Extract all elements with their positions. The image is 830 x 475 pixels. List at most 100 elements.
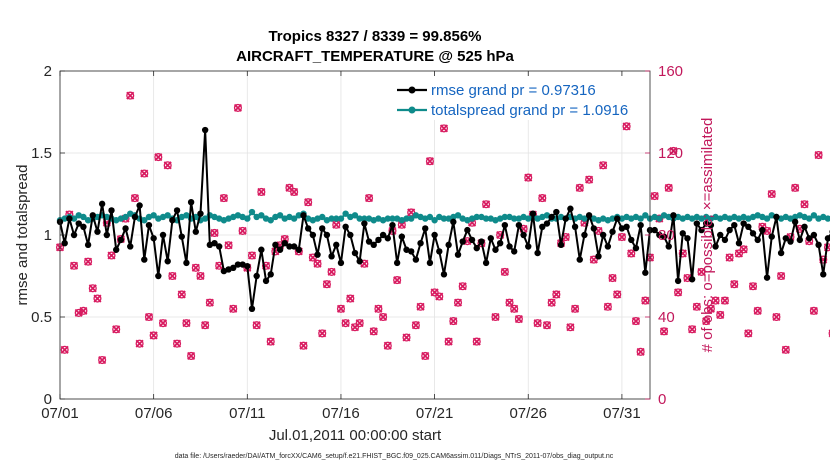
obs-assimilated-cross bbox=[84, 257, 93, 266]
obs-count-marker bbox=[566, 323, 575, 332]
rmse-point bbox=[84, 241, 92, 249]
totalspread-point bbox=[407, 215, 415, 222]
obs-count-marker bbox=[449, 317, 458, 326]
rmse-point bbox=[272, 241, 279, 249]
x-tick-label: 07/31 bbox=[603, 405, 641, 422]
obs-possible-circle bbox=[744, 329, 753, 338]
rmse-point bbox=[478, 238, 485, 245]
rmse-point bbox=[66, 215, 73, 222]
obs-possible-circle bbox=[692, 302, 701, 311]
rmse-point bbox=[351, 249, 359, 257]
rmse-point bbox=[735, 240, 743, 247]
rmse-point bbox=[450, 218, 457, 226]
rmse-point bbox=[155, 272, 162, 280]
obs-possible-circle bbox=[168, 271, 177, 281]
obs-possible-circle bbox=[201, 321, 210, 330]
rmse-point bbox=[670, 212, 677, 219]
totalspread-point bbox=[501, 213, 509, 221]
obs-count-marker bbox=[210, 228, 219, 238]
totalspread-point bbox=[80, 213, 87, 221]
totalspread-point bbox=[806, 215, 813, 222]
obs-assimilated-cross bbox=[716, 310, 725, 319]
rmse-point bbox=[632, 244, 640, 252]
rmse-point bbox=[230, 264, 237, 271]
rmse-point bbox=[337, 259, 345, 267]
obs-assimilated-cross bbox=[753, 306, 762, 315]
rmse-point bbox=[801, 223, 808, 230]
y-right-tick-label: 0 bbox=[658, 391, 666, 408]
rmse-point bbox=[576, 256, 583, 263]
obs-assimilated-cross bbox=[257, 187, 266, 196]
rmse-point bbox=[122, 225, 129, 232]
totalspread-point bbox=[351, 212, 359, 219]
rmse-point bbox=[192, 228, 199, 235]
obs-count-marker bbox=[247, 251, 257, 260]
obs-assimilated-cross bbox=[210, 228, 219, 237]
obs-assimilated-cross bbox=[800, 200, 809, 209]
obs-possible-circle bbox=[154, 153, 163, 162]
rmse-point bbox=[543, 220, 551, 227]
rmse-point bbox=[520, 231, 527, 239]
obs-assimilated-cross bbox=[725, 253, 734, 262]
obs-count-marker bbox=[706, 304, 715, 313]
obs-possible-circle bbox=[425, 157, 434, 166]
obs-possible-circle bbox=[229, 304, 238, 313]
obs-assimilated-cross bbox=[599, 161, 608, 170]
obs-possible-circle bbox=[575, 183, 584, 192]
obs-possible-circle bbox=[173, 339, 182, 348]
obs-assimilated-cross bbox=[266, 337, 275, 346]
obs-assimilated-cross bbox=[341, 319, 350, 328]
rmse-point bbox=[309, 231, 317, 239]
rmse-point bbox=[595, 253, 602, 260]
obs-assimilated-cross bbox=[739, 245, 748, 254]
y-left-tick-label: 0 bbox=[44, 391, 52, 408]
obs-possible-circle bbox=[402, 333, 411, 342]
obs-assimilated-cross bbox=[809, 306, 818, 315]
obs-assimilated-cross bbox=[664, 183, 673, 192]
rmse-point bbox=[150, 235, 157, 242]
obs-assimilated-cross bbox=[720, 296, 729, 305]
obs-possible-circle bbox=[290, 187, 299, 197]
obs-assimilated-cross bbox=[154, 153, 163, 162]
totalspread-point bbox=[267, 217, 274, 224]
rmse-point bbox=[553, 208, 560, 216]
obs-possible-circle bbox=[767, 189, 776, 199]
obs-assimilated-cross bbox=[112, 325, 121, 334]
obs-count-marker bbox=[650, 192, 659, 201]
obs-possible-circle bbox=[453, 298, 463, 307]
obs-possible-circle bbox=[177, 290, 186, 299]
obs-count-marker bbox=[748, 282, 758, 291]
rmse-point bbox=[389, 221, 396, 229]
obs-assimilated-cross bbox=[201, 321, 210, 330]
obs-count-marker bbox=[149, 331, 158, 340]
obs-count-marker bbox=[158, 319, 168, 328]
obs-possible-circle bbox=[140, 169, 149, 178]
obs-possible-circle bbox=[627, 249, 636, 258]
obs-assimilated-cross bbox=[575, 183, 584, 192]
obs-possible-circle bbox=[266, 337, 275, 346]
totalspread-point bbox=[164, 212, 171, 219]
obs-count-marker bbox=[458, 282, 467, 291]
obs-possible-circle bbox=[674, 288, 683, 297]
obs-assimilated-cross bbox=[191, 263, 200, 272]
obs-count-marker bbox=[201, 321, 210, 330]
rmse-point bbox=[468, 236, 476, 244]
rmse-point bbox=[665, 243, 672, 250]
obs-assimilated-cross bbox=[510, 304, 519, 313]
obs-count-marker bbox=[313, 259, 322, 268]
obs-assimilated-cross bbox=[379, 312, 388, 322]
obs-possible-circle bbox=[772, 312, 781, 322]
rmse-point bbox=[548, 213, 555, 221]
rmse-point bbox=[80, 223, 87, 230]
obs-count-marker bbox=[505, 298, 514, 307]
obs-count-marker bbox=[669, 146, 678, 156]
obs-assimilated-cross bbox=[767, 189, 776, 199]
obs-possible-circle bbox=[730, 280, 739, 289]
rmse-point bbox=[820, 271, 827, 278]
rmse-point bbox=[660, 233, 668, 240]
rmse-point bbox=[534, 249, 541, 257]
rmse-point bbox=[61, 240, 68, 247]
obs-possible-circle bbox=[224, 241, 233, 250]
obs-possible-circle bbox=[533, 319, 542, 328]
obs-count-marker bbox=[229, 304, 238, 313]
